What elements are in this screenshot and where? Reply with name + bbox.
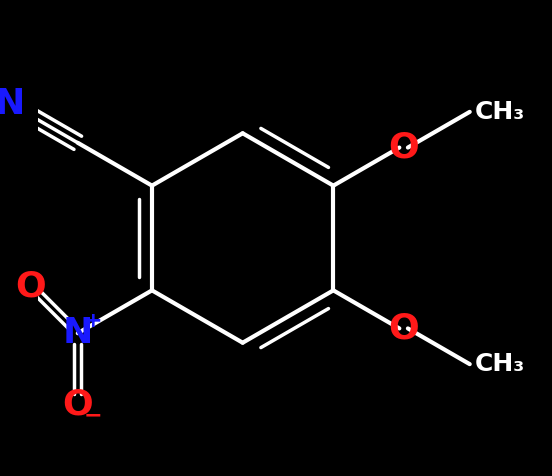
Text: N: N <box>0 87 25 120</box>
Text: −: − <box>84 405 102 425</box>
Text: +: + <box>84 311 102 331</box>
Text: O: O <box>388 311 418 346</box>
Text: O: O <box>62 387 93 422</box>
Text: CH₃: CH₃ <box>475 352 525 376</box>
Text: CH₃: CH₃ <box>475 100 525 124</box>
Text: O: O <box>388 130 418 165</box>
Text: N: N <box>62 316 93 350</box>
Text: O: O <box>15 269 46 303</box>
